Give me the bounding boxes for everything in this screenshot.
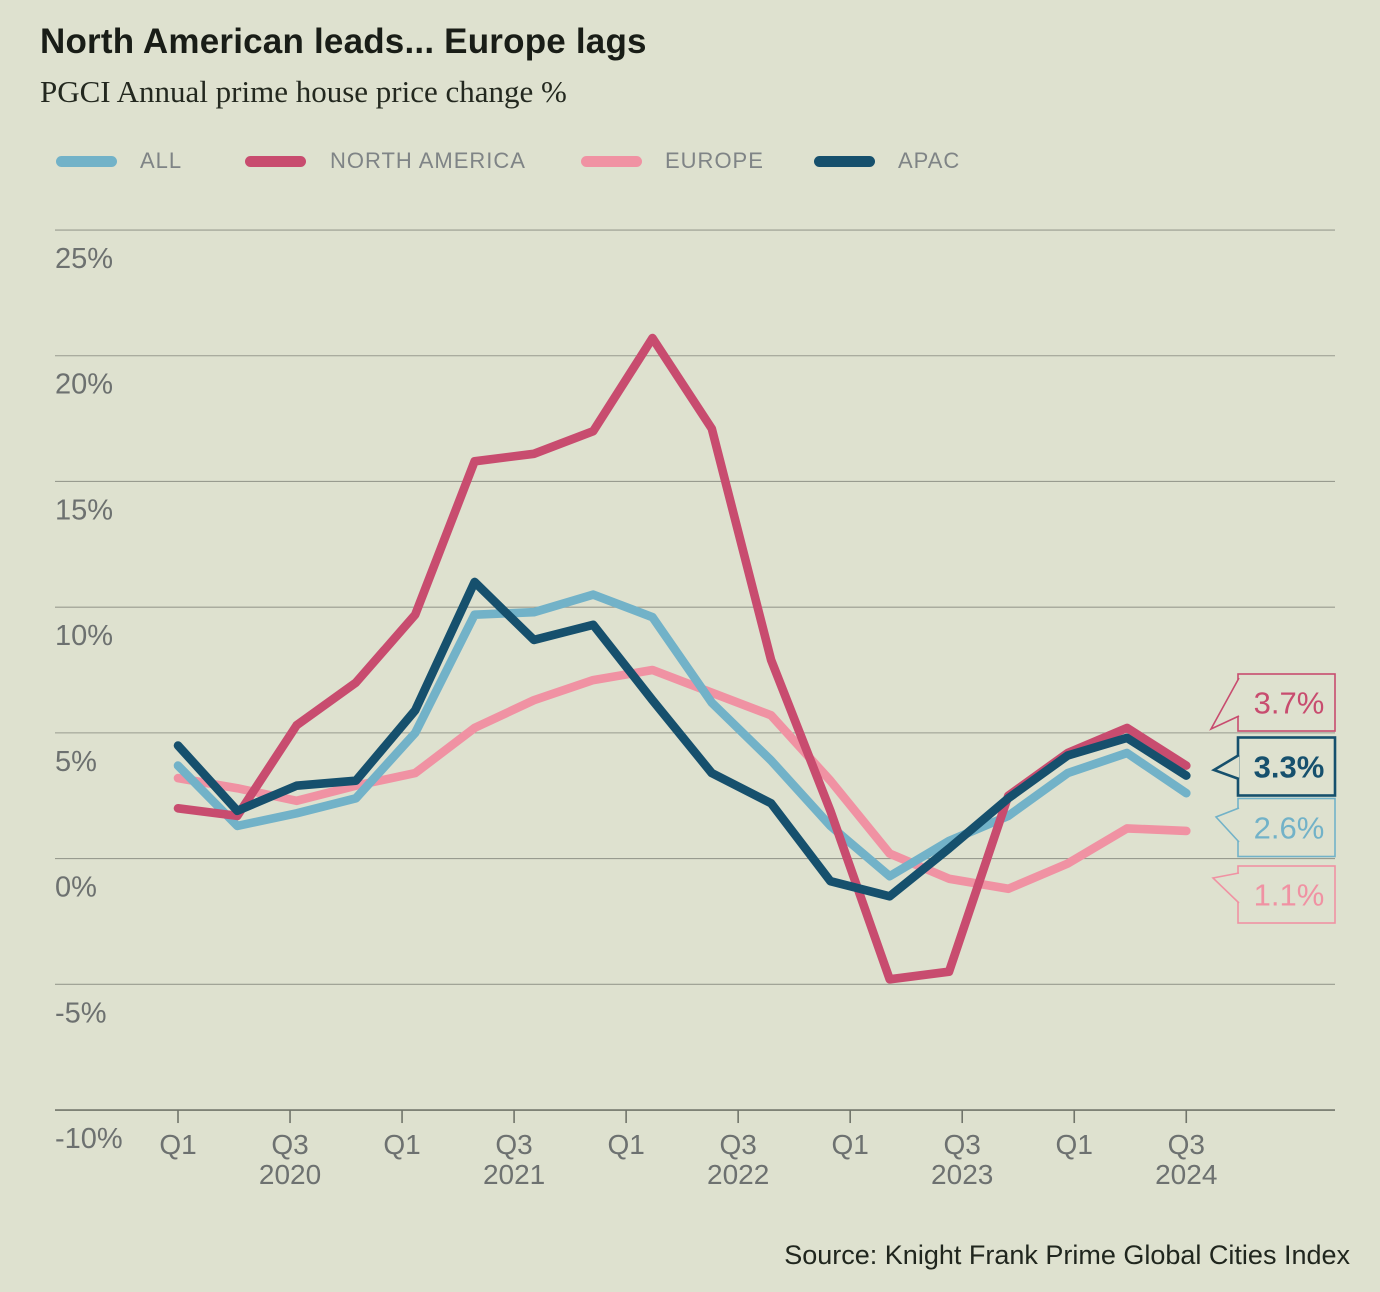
legend-item-europe: EUROPE [581, 148, 764, 173]
legend-label-all: ALL [140, 148, 183, 173]
callout-value: 2.6% [1254, 811, 1325, 846]
callout-beak [1210, 753, 1240, 781]
callout-box [1236, 736, 1337, 797]
x-axis-year-label: 2022 [707, 1159, 769, 1190]
chart-title: North American leads... Europe lags [40, 22, 647, 61]
legend-label-apac: APAC [898, 148, 961, 173]
callout-beak [1209, 677, 1240, 731]
y-axis-label: 0% [55, 872, 97, 904]
legend-swatch-north-america [245, 155, 306, 167]
callout-beak [1211, 872, 1240, 904]
line-series-europe [173, 665, 1191, 894]
x-axis-label: Q1 [607, 1129, 644, 1160]
y-axis-label: -10% [55, 1123, 123, 1155]
series-lines [173, 333, 1191, 984]
source-note: Source: Knight Frank Prime Global Cities… [784, 1240, 1350, 1270]
callout-value: 1.1% [1254, 878, 1325, 913]
callout-value: 3.7% [1254, 686, 1325, 721]
x-axis-label: Q3 [944, 1129, 981, 1160]
x-axis-year-label: 2021 [483, 1159, 545, 1190]
legend-item-all: ALL [56, 148, 183, 173]
line-series-apac [173, 577, 1191, 901]
callout-value: 3.3% [1254, 750, 1325, 785]
x-axis-label: Q1 [383, 1129, 420, 1160]
callout-na: 3.7% [1209, 673, 1336, 732]
x-axis-label: Q3 [495, 1129, 532, 1160]
y-axis-label: 25% [55, 243, 113, 275]
legend-item-north-america: NORTH AMERICA [245, 148, 526, 173]
legend-label-north-america: NORTH AMERICA [330, 148, 526, 173]
x-axis-label: Q3 [1168, 1129, 1205, 1160]
callouts: 3.7% 3.3% 2.6% 1.1% [1209, 673, 1337, 924]
chart-subtitle: PGCI Annual prime house price change % [40, 74, 567, 109]
legend-swatch-apac [814, 155, 875, 167]
x-axis-label: Q3 [719, 1129, 756, 1160]
callout-apac: 3.3% [1210, 736, 1337, 797]
callout-beak [1214, 807, 1240, 843]
x-axis-label: Q1 [832, 1129, 869, 1160]
legend-swatch-europe [581, 155, 642, 167]
x-axis-label: Q1 [159, 1129, 196, 1160]
callout-europe: 1.1% [1211, 865, 1336, 924]
y-axis-label: 20% [55, 369, 113, 401]
callout-box [1237, 673, 1336, 732]
y-axis-label: 5% [55, 746, 97, 778]
callout-all: 2.6% [1214, 797, 1336, 858]
line-series-all [173, 590, 1191, 881]
y-axis-label: -5% [55, 997, 107, 1029]
x-axis-year-label: 2023 [931, 1159, 993, 1190]
legend-item-apac: APAC [814, 148, 961, 173]
y-axis-label: 15% [55, 494, 113, 526]
x-axis-year-label: 2024 [1155, 1159, 1217, 1190]
x-axis-label: Q3 [271, 1129, 308, 1160]
x-axis-label: Q1 [1056, 1129, 1093, 1160]
y-axis-label: 10% [55, 620, 113, 652]
x-axis-year-label: 2020 [259, 1159, 321, 1190]
legend-swatch-all [56, 155, 117, 167]
legend-label-europe: EUROPE [665, 148, 764, 173]
callout-box [1237, 865, 1336, 924]
